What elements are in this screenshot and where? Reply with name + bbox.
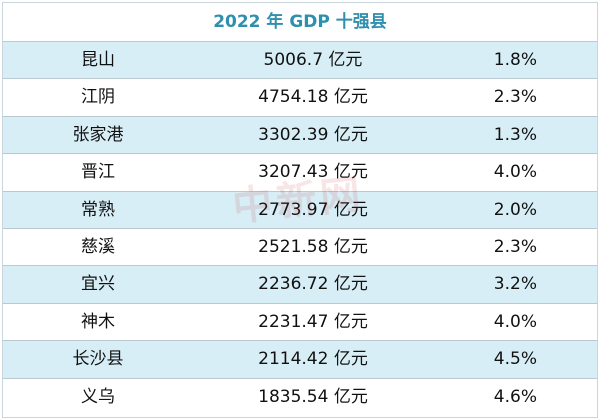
growth-rate: 4.6% <box>413 379 597 416</box>
county-name: 江阴 <box>3 79 213 115</box>
table-body: 昆山5006.7 亿元1.8%江阴4754.18 亿元2.3%张家港3302.3… <box>3 42 597 416</box>
table-row: 宜兴2236.72 亿元3.2% <box>3 266 597 303</box>
county-name: 义乌 <box>3 379 213 416</box>
county-name: 长沙县 <box>3 341 213 377</box>
gdp-value: 3302.39 亿元 <box>213 117 413 153</box>
county-name: 宜兴 <box>3 266 213 302</box>
growth-rate: 2.0% <box>413 192 597 228</box>
table-row: 长沙县2114.42 亿元4.5% <box>3 341 597 378</box>
table-row: 慈溪2521.58 亿元2.3% <box>3 229 597 266</box>
table-row: 昆山5006.7 亿元1.8% <box>3 42 597 79</box>
gdp-value: 5006.7 亿元 <box>213 42 413 78</box>
growth-rate: 1.3% <box>413 117 597 153</box>
table-row: 义乌1835.54 亿元4.6% <box>3 379 597 416</box>
table-row: 神木2231.47 亿元4.0% <box>3 304 597 341</box>
growth-rate: 1.8% <box>413 42 597 78</box>
growth-rate: 2.3% <box>413 79 597 115</box>
gdp-value: 3207.43 亿元 <box>213 154 413 190</box>
county-name: 昆山 <box>3 42 213 78</box>
county-name: 晋江 <box>3 154 213 190</box>
table-row: 张家港3302.39 亿元1.3% <box>3 117 597 154</box>
gdp-value: 2773.97 亿元 <box>213 192 413 228</box>
table-title: 2022 年 GDP 十强县 <box>3 3 597 42</box>
table-row: 晋江3207.43 亿元4.0% <box>3 154 597 191</box>
gdp-value: 2114.42 亿元 <box>213 341 413 377</box>
table-row: 江阴4754.18 亿元2.3% <box>3 79 597 116</box>
growth-rate: 3.2% <box>413 266 597 302</box>
county-name: 慈溪 <box>3 229 213 265</box>
gdp-value: 2521.58 亿元 <box>213 229 413 265</box>
growth-rate: 4.0% <box>413 154 597 190</box>
county-name: 常熟 <box>3 192 213 228</box>
table-row: 常熟2773.97 亿元2.0% <box>3 192 597 229</box>
county-name: 神木 <box>3 304 213 340</box>
gdp-value: 2236.72 亿元 <box>213 266 413 302</box>
gdp-value: 2231.47 亿元 <box>213 304 413 340</box>
county-name: 张家港 <box>3 117 213 153</box>
growth-rate: 4.5% <box>413 341 597 377</box>
gdp-value: 1835.54 亿元 <box>213 379 413 416</box>
gdp-value: 4754.18 亿元 <box>213 79 413 115</box>
growth-rate: 2.3% <box>413 229 597 265</box>
growth-rate: 4.0% <box>413 304 597 340</box>
